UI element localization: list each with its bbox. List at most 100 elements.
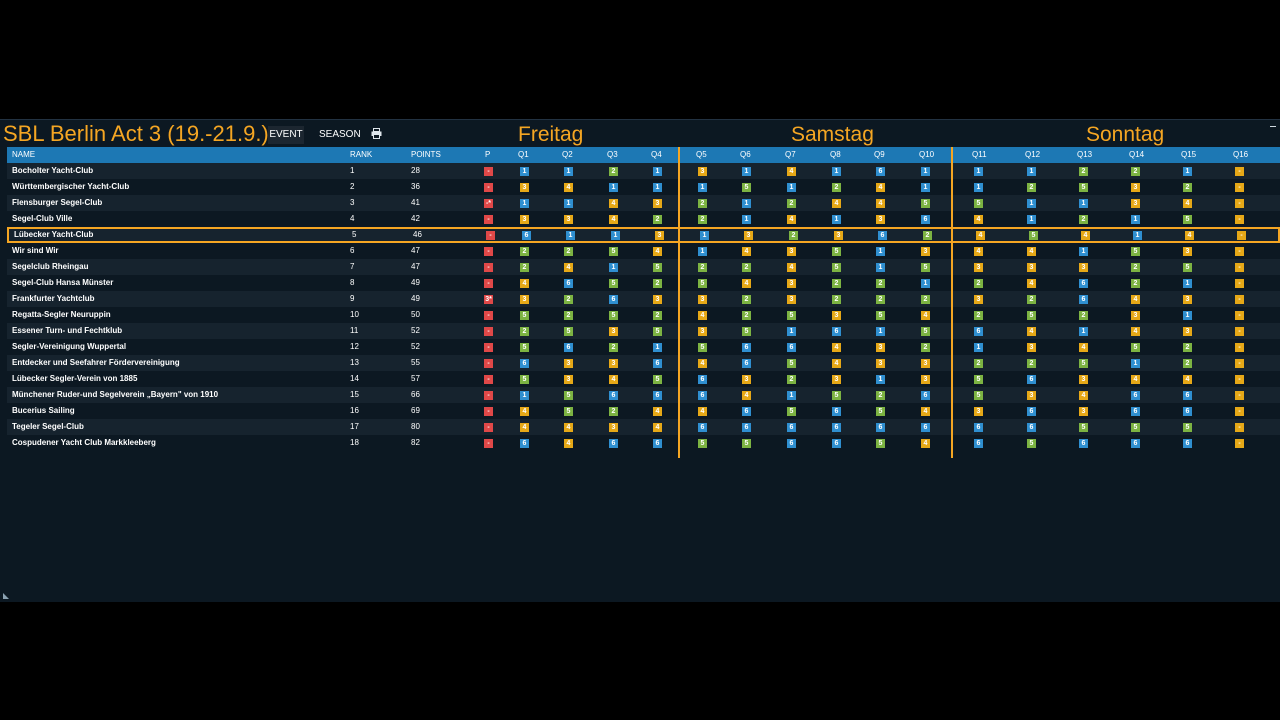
table-row[interactable]: Entdecker und Seefahrer Fördervereinigun…	[7, 355, 1280, 371]
result-badge-q7: 5	[787, 359, 796, 368]
table-row[interactable]: Württembergischer Yacht-Club 2 36 - 3 4 1 1 1 5 1 2…	[7, 179, 1280, 195]
result-badge-q1: 5	[520, 311, 529, 320]
result-badge-q2: 4	[564, 439, 573, 448]
result-badge-q4: 2	[653, 279, 662, 288]
col-header-q1[interactable]: Q1	[518, 150, 529, 159]
col-header-q15[interactable]: Q15	[1181, 150, 1197, 159]
tab-season[interactable]: SEASON	[319, 129, 361, 140]
table-row[interactable]: Frankfurter Yachtclub 9 49 3* 3 2 6 3 3 2 3 2 2 2 3 2 6 4…	[7, 291, 1280, 307]
day-label-saturday: Samstag	[791, 123, 874, 146]
result-badge-q7: 6	[787, 439, 796, 448]
team-points: 66	[411, 390, 420, 399]
col-header-q4[interactable]: Q4	[651, 150, 662, 159]
team-name: Cospudener Yacht Club Markkleeberg	[12, 438, 156, 447]
col-header-q14[interactable]: Q14	[1129, 150, 1145, 159]
result-badge-q10: 5	[921, 263, 930, 272]
table-row[interactable]: Segler-Vereinigung Wuppertal 12 52-5 6 2 1 5 6 6…	[7, 339, 1280, 355]
result-badge-q3: 1	[611, 231, 620, 240]
result-badge-q15: 4	[1183, 199, 1192, 208]
col-header-q11[interactable]: Q11	[972, 150, 987, 159]
table-row[interactable]: Regatta-Segler Neuruppin 10 50 - 5 2 5 2 4 2 5 3 5 4 2…	[7, 307, 1280, 323]
result-badge-q16: -	[1235, 247, 1244, 256]
result-badge-q15: 1	[1183, 167, 1192, 176]
result-badge-q8: 6	[832, 407, 841, 416]
result-badge-q10: 1	[921, 279, 930, 288]
col-header-q2[interactable]: Q2	[562, 150, 573, 159]
team-rank: 14	[350, 374, 359, 383]
col-header-penalty[interactable]: P	[485, 150, 491, 159]
result-badge-q3: 3	[609, 423, 618, 432]
result-badge-q12: 4	[1027, 247, 1036, 256]
col-header-q8[interactable]: Q8	[830, 150, 841, 159]
team-rank: 6	[350, 246, 355, 255]
table-row[interactable]: Lübecker Yacht-Club 5 46 - 6 1 1 3 1 3 2 3 6 2 4 5 4 1 4 -	[7, 227, 1280, 243]
col-header-q5[interactable]: Q5	[696, 150, 707, 159]
col-header-q13[interactable]: Q13	[1077, 150, 1093, 159]
table-row[interactable]: Segelclub Rheingau 7 47 - 2 4 1 5 2 2 4 5 1 5 3 3 3 2 5 -	[7, 259, 1280, 275]
col-header-q16[interactable]: Q16	[1233, 150, 1249, 159]
day-divider-friday-saturday	[678, 147, 680, 458]
table-row[interactable]: Lübecker Segler-Verein von 1885 14 57-5 3 4 5…	[7, 371, 1280, 387]
table-header: NAME RANK POINTS P Q1 Q2 Q3 Q4 Q5 Q6 Q7 Q8 Q9 Q10…	[7, 147, 1280, 163]
col-header-q10[interactable]: Q10	[919, 150, 935, 159]
col-header-q6[interactable]: Q6	[740, 150, 751, 159]
col-header-points[interactable]: POINTS	[411, 150, 441, 159]
table-row[interactable]: Segel-Club Ville 4 42-3 3 4 2 2 1 4 1 3 6 4 1 2 1 5-	[7, 211, 1280, 227]
result-badge-q11: 1	[974, 343, 983, 352]
result-badge-q11: 1	[974, 183, 983, 192]
result-badge-q2: 4	[564, 183, 573, 192]
table-row[interactable]: Bucerius Sailing 16 69 - 4 5 2 4 4 6 5 6 5 4 3 6 3 6 6 -	[7, 403, 1280, 419]
col-header-rank[interactable]: RANK	[350, 150, 373, 159]
result-badge-q12: 1	[1027, 167, 1036, 176]
result-badge-q7: 4	[787, 215, 796, 224]
table-row[interactable]: Essener Turn- und Fechtklub 11 52-2 5 3 5 3 5 1 6…	[7, 323, 1280, 339]
table-row[interactable]: Flensburger Segel-Club 3 41 -* 1 1 4 3 2 1 2 4 4 5 5 1 1…	[7, 195, 1280, 211]
result-badge-q6: 6	[742, 423, 751, 432]
result-badge-q7: 1	[787, 183, 796, 192]
result-badge-q8: 4	[832, 359, 841, 368]
col-header-name[interactable]: NAME	[12, 150, 36, 159]
result-badge-q2: 1	[564, 167, 573, 176]
team-points: 49	[411, 294, 420, 303]
team-name: Württembergischer Yacht-Club	[12, 182, 130, 191]
result-badge-q15: 1	[1183, 279, 1192, 288]
result-badge-q6: 3	[744, 231, 753, 240]
result-badge-q16: -	[1235, 279, 1244, 288]
result-badge-q3: 4	[609, 215, 618, 224]
col-header-q12[interactable]: Q12	[1025, 150, 1041, 159]
table-row[interactable]: Wir sind Wir 6 47 - 2 2 5 4 1 4 3 5 1 3 4 4 1 5 3 -	[7, 243, 1280, 259]
table-row[interactable]: Münchener Ruder-und Segelverein „Bayern"…	[7, 387, 1280, 403]
table-row[interactable]: Cospudener Yacht Club Markkleeberg 18 82 - 6…	[7, 435, 1280, 451]
table-row[interactable]: Segel-Club Hansa Münster 8 49 - 4 6 5 2 5 4 3 2 2 1 2 4…	[7, 275, 1280, 291]
result-badge-q3: 1	[609, 183, 618, 192]
result-badge-q2: 5	[564, 327, 573, 336]
result-badge-q8: 1	[832, 167, 841, 176]
result-badge-q9: 5	[876, 439, 885, 448]
result-badge-q12: 3	[1027, 391, 1036, 400]
result-badge-q13: 4	[1081, 231, 1090, 240]
result-badge-q6: 3	[742, 375, 751, 384]
result-badge-q1: 5	[520, 375, 529, 384]
table-row[interactable]: Tegeler Segel-Club 17 80 - 4 4 3 4 6 6 6 6 6 6 6 6 5 5 5 -	[7, 419, 1280, 435]
table-row[interactable]: Bocholter Yacht-Club 1 28-1 1 2 1 3 1 4 1 6 1 1 1 2 2 1-	[7, 163, 1280, 179]
result-badge-q7: 4	[787, 263, 796, 272]
result-badge-q1: 2	[520, 247, 529, 256]
result-badge-q4: 4	[653, 423, 662, 432]
result-badge-q11: 4	[976, 231, 985, 240]
result-badge-q12: 6	[1027, 375, 1036, 384]
result-badge-q7: 1	[787, 327, 796, 336]
col-header-q7[interactable]: Q7	[785, 150, 796, 159]
minimize-icon[interactable]	[1270, 126, 1276, 127]
print-icon[interactable]	[371, 128, 382, 139]
result-badge-q6: 1	[742, 215, 751, 224]
result-badge-q2: 2	[564, 295, 573, 304]
result-badge-q16: -	[1235, 263, 1244, 272]
result-badge-q13: 5	[1079, 359, 1088, 368]
tab-event[interactable]: EVENT	[268, 126, 304, 144]
result-badge-q13: 1	[1079, 247, 1088, 256]
penalty-badge: -	[484, 407, 493, 416]
col-header-q9[interactable]: Q9	[874, 150, 885, 159]
result-badge-q6: 1	[742, 167, 751, 176]
resize-handle-icon[interactable]	[3, 593, 9, 599]
col-header-q3[interactable]: Q3	[607, 150, 618, 159]
